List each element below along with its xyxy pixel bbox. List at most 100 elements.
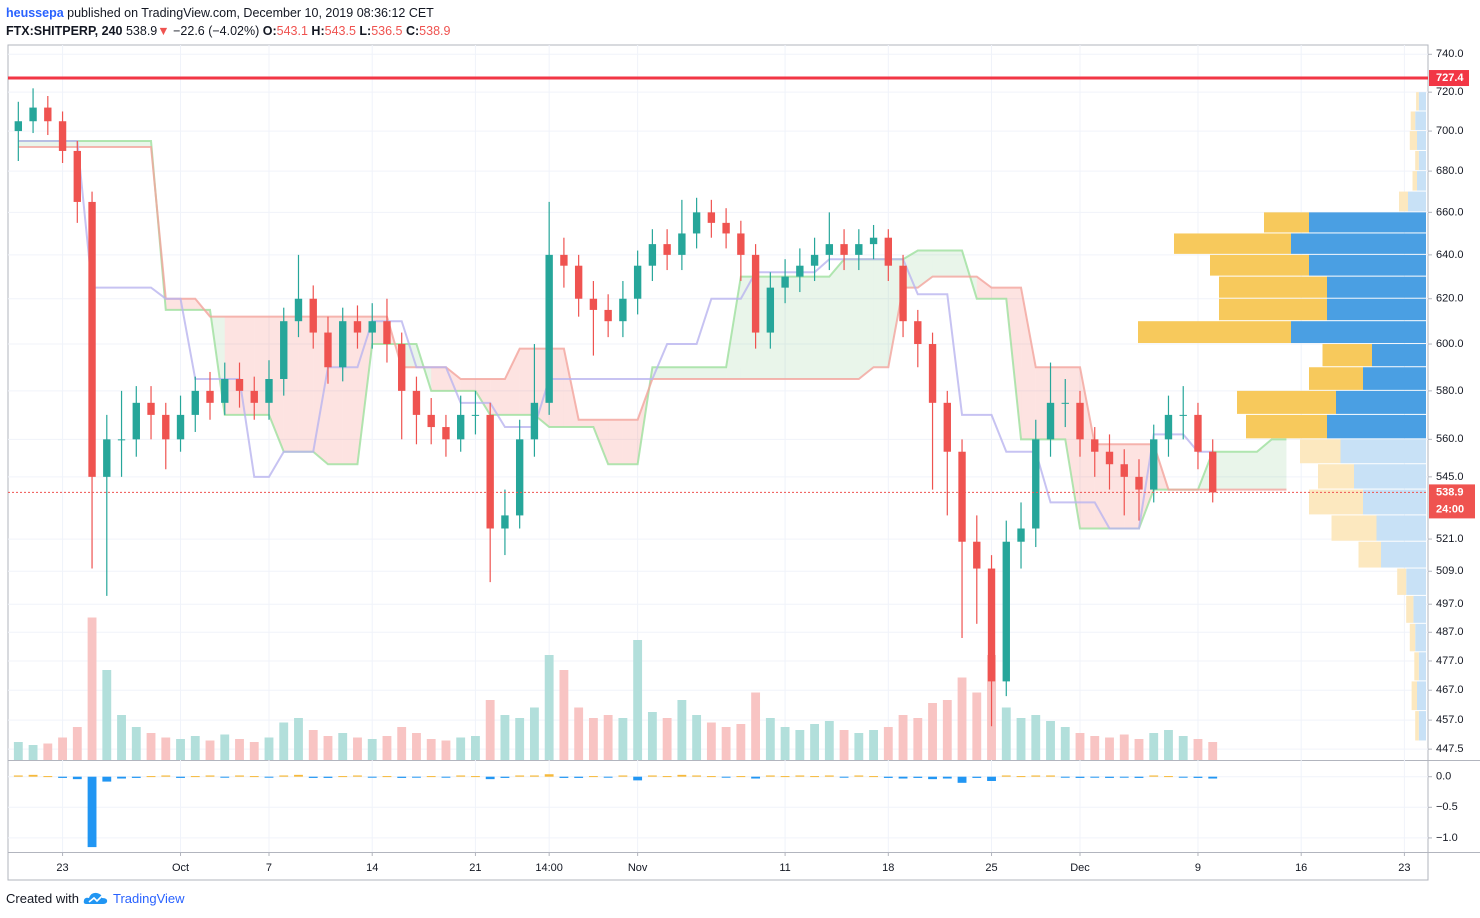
candle-body: [943, 402, 951, 452]
cloud-fill: [622, 419, 638, 465]
osc-bar: [1193, 776, 1203, 778]
candle-body: [899, 265, 907, 322]
profile-up: [1417, 171, 1426, 191]
osc-bar: [677, 774, 687, 777]
profile-down: [1174, 233, 1291, 254]
profile-down: [1411, 681, 1417, 711]
cloud-fill: [490, 379, 505, 415]
x-tick-label: 9: [1195, 862, 1201, 874]
osc-bar: [279, 775, 289, 777]
x-tick-label: 14: [366, 862, 378, 874]
candle-body: [132, 402, 140, 440]
profile-down: [1138, 321, 1291, 344]
profile-up: [1363, 367, 1426, 390]
volume-bar: [824, 721, 834, 760]
osc-bar: [987, 776, 996, 781]
x-tick-label: 23: [56, 862, 68, 874]
candle-body: [191, 390, 199, 415]
cloud-fill: [932, 250, 948, 277]
osc-bar: [1149, 775, 1159, 777]
candle-body: [574, 265, 583, 299]
profile-up: [1363, 489, 1426, 515]
x-tick-label: 11: [779, 862, 790, 874]
volume-bar: [294, 718, 303, 760]
y-tick-label: 560.0: [1436, 433, 1464, 445]
profile-down: [1416, 92, 1419, 111]
cloud-fill: [711, 367, 727, 380]
profile-down: [1358, 541, 1381, 568]
candle-body: [589, 298, 598, 310]
profile-up: [1309, 254, 1426, 276]
volume-bar: [43, 743, 53, 760]
volume-bar: [1090, 736, 1100, 760]
candle-body: [678, 233, 686, 255]
profile-up: [1327, 276, 1426, 298]
cloud-fill: [195, 298, 211, 317]
volume-bar: [795, 730, 805, 760]
osc-bar: [500, 776, 510, 778]
cloud-fill: [785, 276, 800, 380]
cloud-fill: [460, 379, 476, 391]
volume-bar: [588, 718, 598, 760]
candle-body: [1135, 476, 1143, 490]
logo: [83, 892, 108, 904]
cloud-fill: [829, 259, 845, 380]
candle-body: [766, 287, 775, 333]
candle-body: [1194, 414, 1202, 452]
osc-bar: [810, 776, 820, 778]
profile-down: [1331, 515, 1377, 541]
price-label-box: [1429, 70, 1469, 87]
candle-body: [825, 244, 834, 255]
profile-down: [1219, 276, 1327, 298]
volume-bar: [1178, 736, 1188, 760]
profile-up: [1354, 464, 1426, 489]
volume-bar: [235, 739, 244, 760]
cloud-fill: [1271, 439, 1287, 490]
profile-down: [1399, 191, 1408, 212]
volume-bar: [839, 730, 849, 760]
symbol: FTX:SHITPERP, 240: [6, 24, 123, 38]
osc-tick-label: 0.0: [1436, 771, 1451, 783]
osc-bar: [603, 776, 613, 778]
osc-bar: [338, 776, 348, 778]
volume-bar: [1016, 718, 1026, 760]
candle-body: [914, 321, 922, 345]
profile-up: [1381, 541, 1426, 568]
price-label-box: [1429, 484, 1475, 519]
volume-bar: [928, 703, 937, 760]
x-tick-label: Oct: [172, 862, 189, 874]
candle-body: [633, 265, 642, 299]
profile-up: [1376, 515, 1426, 541]
osc-bar: [1016, 776, 1026, 778]
volume-bar: [412, 733, 421, 760]
volume-bar: [1134, 739, 1144, 760]
y-tick-label: 720.0: [1436, 86, 1464, 98]
osc-bar: [559, 776, 569, 778]
price-label: 727.4: [1436, 72, 1464, 84]
candle-body: [1179, 414, 1187, 416]
candle-body: [973, 541, 981, 569]
y-tick-label: 660.0: [1436, 206, 1464, 218]
volume-bar: [117, 715, 126, 760]
candle-body: [221, 379, 229, 403]
profile-up: [1418, 150, 1426, 171]
volume-bar: [942, 700, 952, 760]
volume-bar: [618, 718, 628, 760]
osc-bar: [574, 776, 584, 778]
brand[interactable]: TradingView: [112, 890, 185, 906]
volume-bar: [1149, 733, 1159, 760]
osc-bar: [942, 776, 952, 779]
cloud-fill: [224, 316, 240, 415]
osc-bar: [662, 776, 672, 778]
candle-body: [294, 298, 303, 322]
volume-bar: [515, 718, 525, 760]
y-tick-label: 640.0: [1436, 249, 1464, 261]
osc-bar: [102, 776, 112, 782]
osc-tick-label: −0.5: [1436, 801, 1458, 813]
volume-bar: [721, 727, 731, 760]
arrow: ▼: [157, 24, 170, 38]
profile-up: [1418, 92, 1426, 111]
volume-bar: [28, 745, 38, 760]
last: 538.9: [125, 24, 158, 38]
volume-bar: [1031, 715, 1041, 760]
